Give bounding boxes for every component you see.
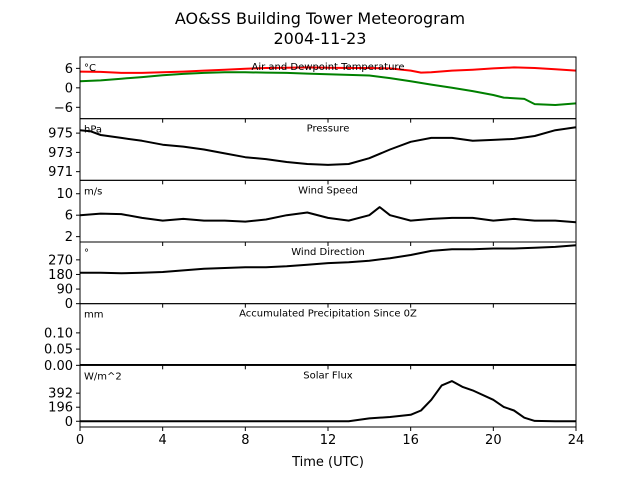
panel-unit-label: hPa [84, 125, 102, 136]
panel-title: Solar Flux [303, 370, 353, 381]
panel-title: Air and Dewpoint Temperature [252, 62, 405, 73]
y-tick-label: 0 [65, 297, 73, 312]
panel-2: 10 6 2 m/s Wind Speed [56, 179, 577, 246]
y-tick-label: 196 [48, 401, 73, 416]
y-tick-label: 973 [48, 146, 73, 161]
x-tick-label: 16 [402, 433, 419, 448]
x-tick-label: 20 [485, 433, 502, 448]
y-tick-label: 971 [48, 165, 73, 180]
panel-unit-label: ° [84, 248, 89, 259]
x-tick-label: 24 [568, 433, 585, 448]
series-line-5-0 [80, 380, 576, 423]
series-line-0-0 [80, 66, 576, 74]
panel-unit-label: mm [84, 310, 103, 321]
chart-title-line1: AO&SS Building Tower Meteorogram [175, 9, 465, 28]
y-tick-label: 0.10 [44, 326, 73, 341]
panel-title: Accumulated Precipitation Since 0Z [239, 309, 417, 320]
chart-title-line2: 2004-11-23 [274, 29, 367, 48]
panel-title: Wind Speed [298, 185, 358, 196]
y-tick-label: 2 [65, 230, 73, 245]
panel-title: Pressure [307, 124, 350, 135]
panel-unit-label: m/s [84, 186, 102, 197]
series-line-2-0 [80, 206, 576, 224]
y-tick-label: −6 [54, 101, 73, 116]
series-line-3-0 [80, 244, 576, 275]
x-tick-label: 12 [320, 433, 337, 448]
x-tick-label: 4 [159, 433, 167, 448]
y-tick-label: 0 [65, 415, 73, 430]
y-tick-label: 975 [48, 127, 73, 142]
panel-title: Wind Direction [291, 247, 365, 258]
y-tick-label: 90 [56, 283, 73, 298]
x-tick-label: 8 [241, 433, 249, 448]
y-tick-label: 0 [65, 81, 73, 96]
series-line-0-1 [80, 71, 576, 106]
panel-unit-label: W/m^2 [84, 371, 122, 382]
series-line-1-0 [80, 126, 576, 166]
y-tick-label: 0.05 [44, 343, 73, 358]
x-axis-label: Time (UTC) [291, 455, 364, 470]
x-tick-label: 0 [76, 433, 84, 448]
y-tick-label: 0.00 [44, 359, 73, 374]
panel-0: 6 0 −6 °C Air and Dewpoint Temperature [54, 56, 577, 123]
panels-group: 6 0 −6 °C Air and Dewpoint Temperature 975 973… [44, 56, 585, 448]
y-tick-label: 10 [56, 187, 73, 202]
panel-unit-label: °C [84, 63, 96, 74]
y-tick-label: 270 [48, 253, 73, 268]
y-tick-label: 180 [48, 268, 73, 283]
y-tick-label: 6 [65, 209, 73, 224]
y-tick-label: 392 [48, 387, 73, 402]
y-tick-label: 6 [65, 62, 73, 77]
